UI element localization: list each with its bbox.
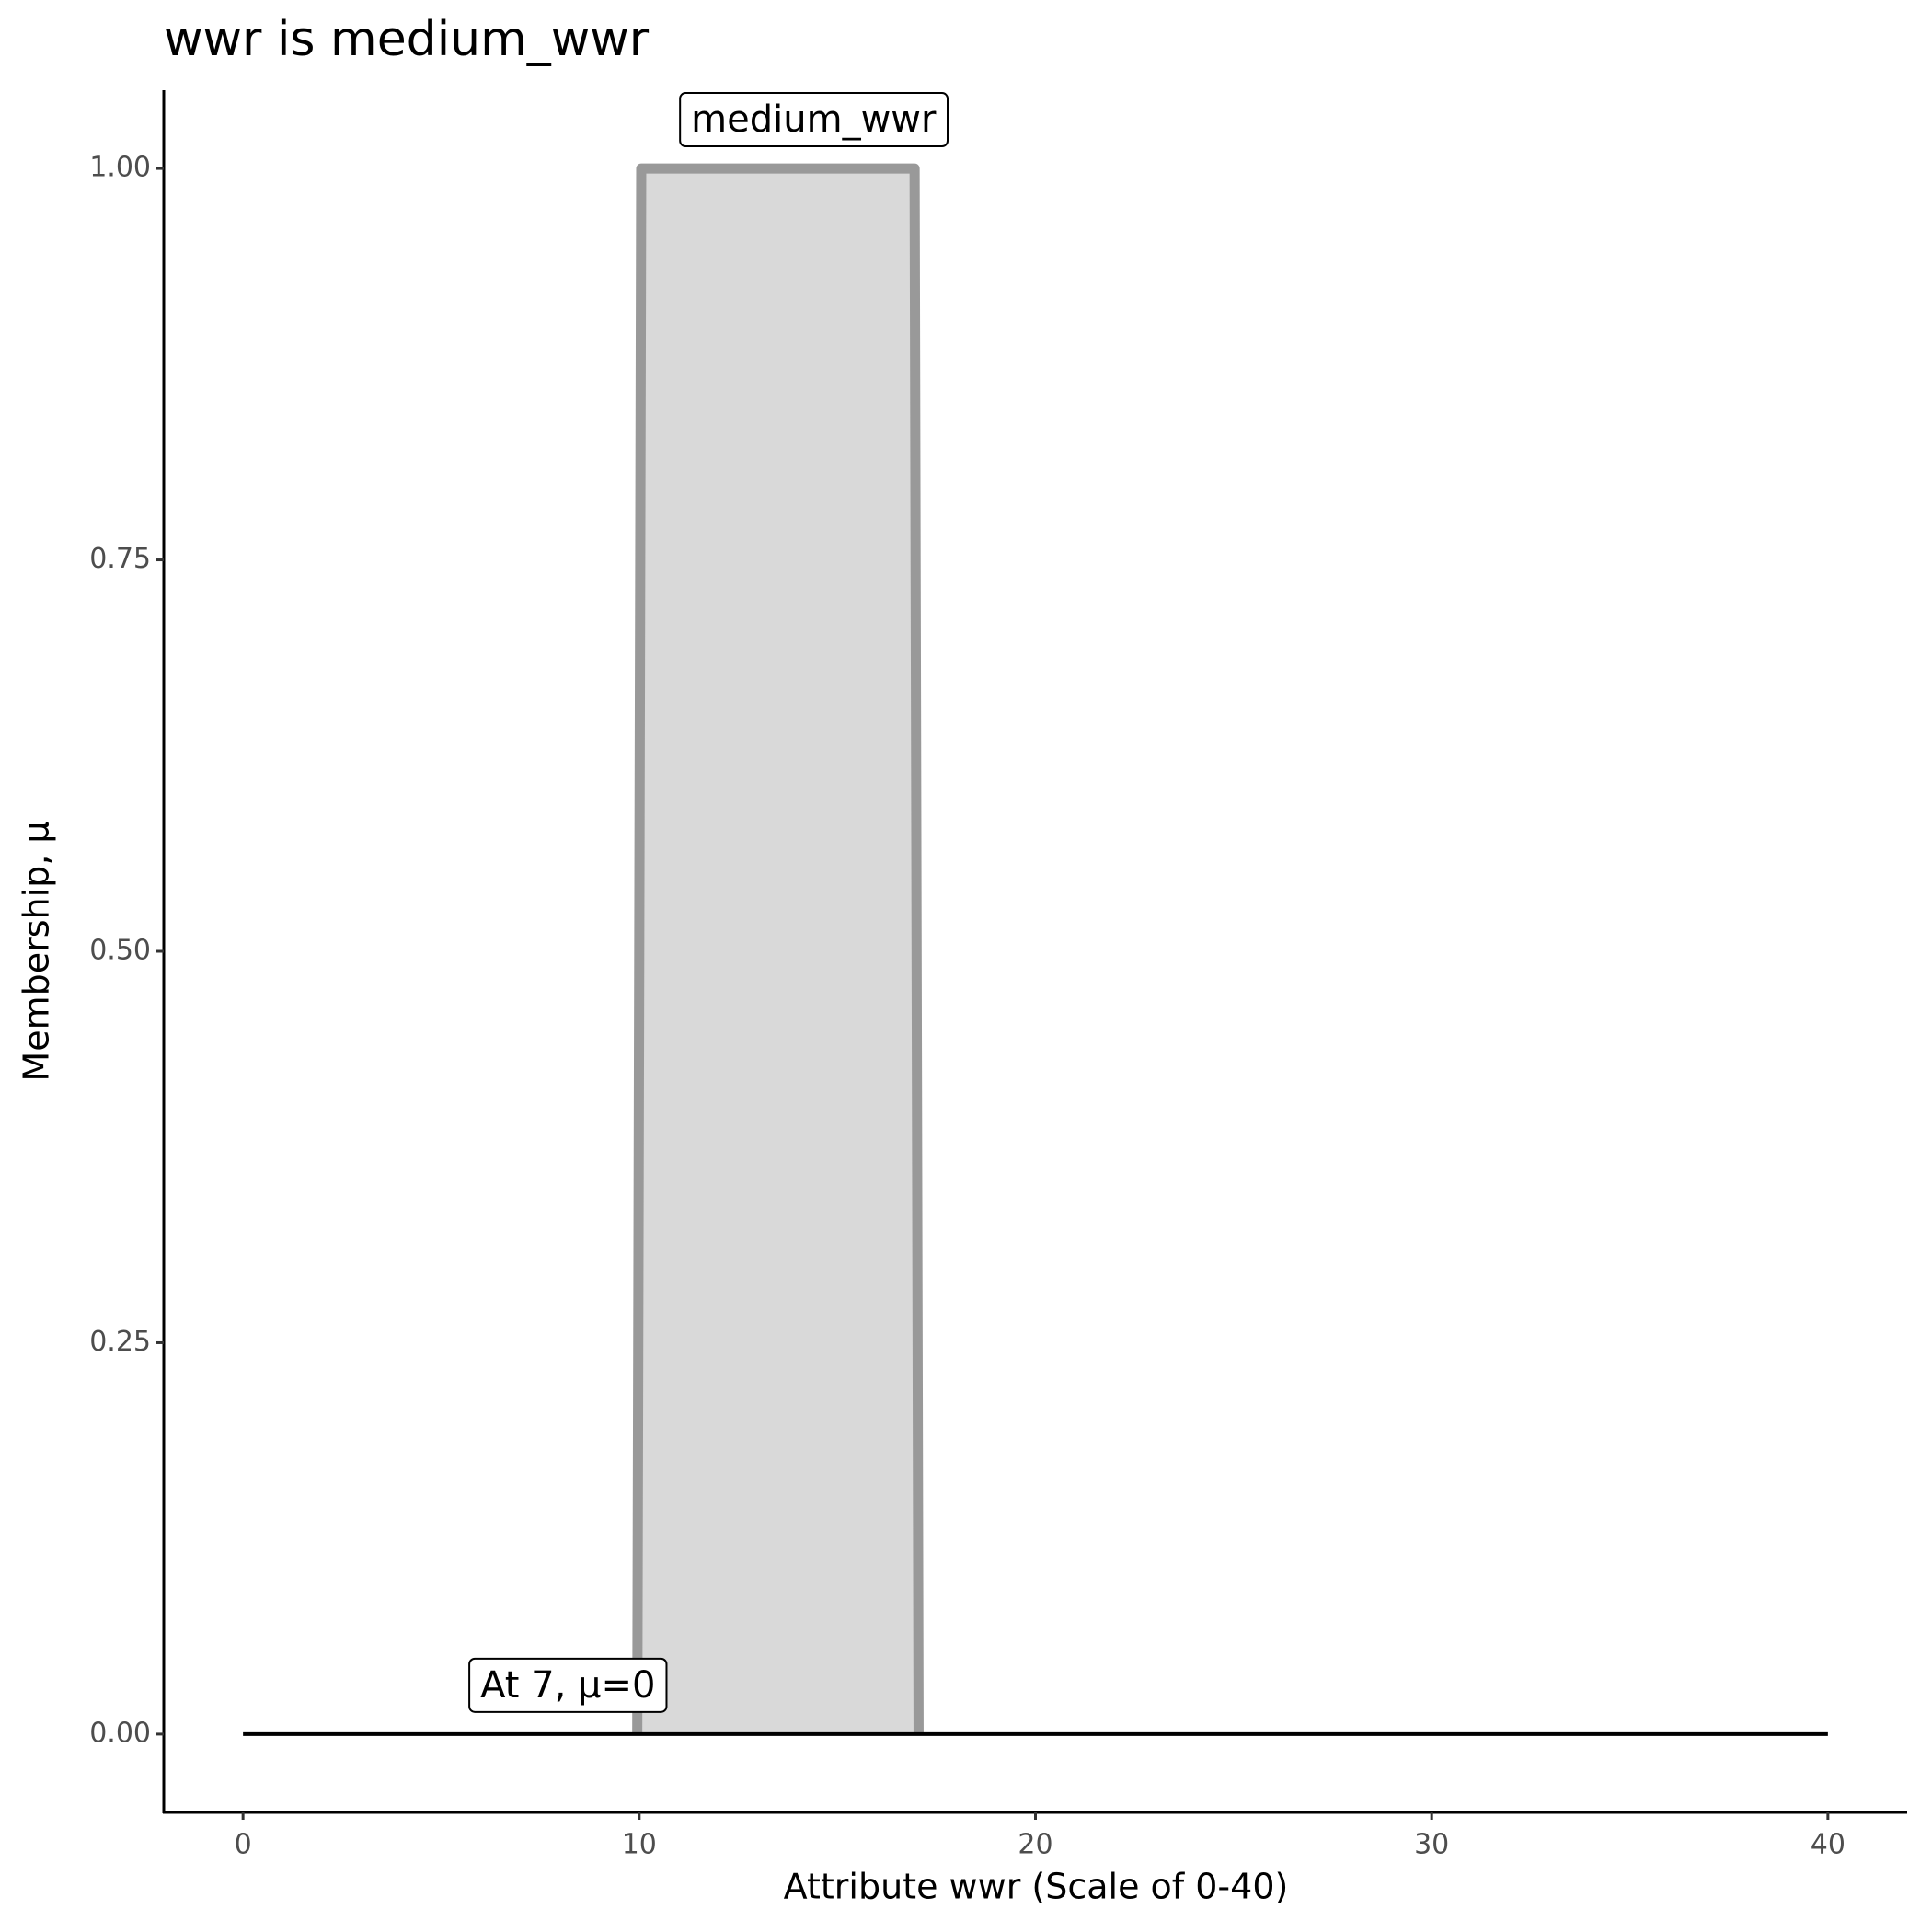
line bbox=[632, 163, 924, 1734]
x-tick-label: 20 bbox=[1018, 1829, 1052, 1861]
y-tick-label: 0.50 bbox=[89, 935, 151, 967]
x-tick-label: 30 bbox=[1414, 1829, 1449, 1861]
annotation-label: At 7, μ=0 bbox=[480, 1664, 655, 1707]
y-axis-title: Membership, μ bbox=[17, 821, 57, 1081]
x-tick-label: 40 bbox=[1811, 1829, 1846, 1861]
y-tick-label: 0.75 bbox=[89, 543, 151, 575]
x-tick-label: 10 bbox=[622, 1829, 657, 1861]
y-tick-label: 0.00 bbox=[89, 1717, 151, 1749]
x-axis-title: Attribute wwr (Scale of 0-40) bbox=[784, 1867, 1289, 1907]
annotation-box bbox=[679, 92, 949, 148]
y-tick-label: 0.25 bbox=[89, 1326, 151, 1358]
annotation-label: medium_wwr bbox=[691, 98, 937, 141]
annotation-box bbox=[468, 1657, 668, 1713]
chart-title: wwr is medium_wwr bbox=[164, 12, 650, 67]
annotation: At 7, μ=0 bbox=[468, 1657, 668, 1713]
x-tick-label: 0 bbox=[235, 1829, 252, 1861]
annotation: medium_wwr bbox=[679, 92, 949, 148]
area-fill bbox=[637, 168, 919, 1734]
y-tick-label: 1.00 bbox=[89, 152, 151, 184]
